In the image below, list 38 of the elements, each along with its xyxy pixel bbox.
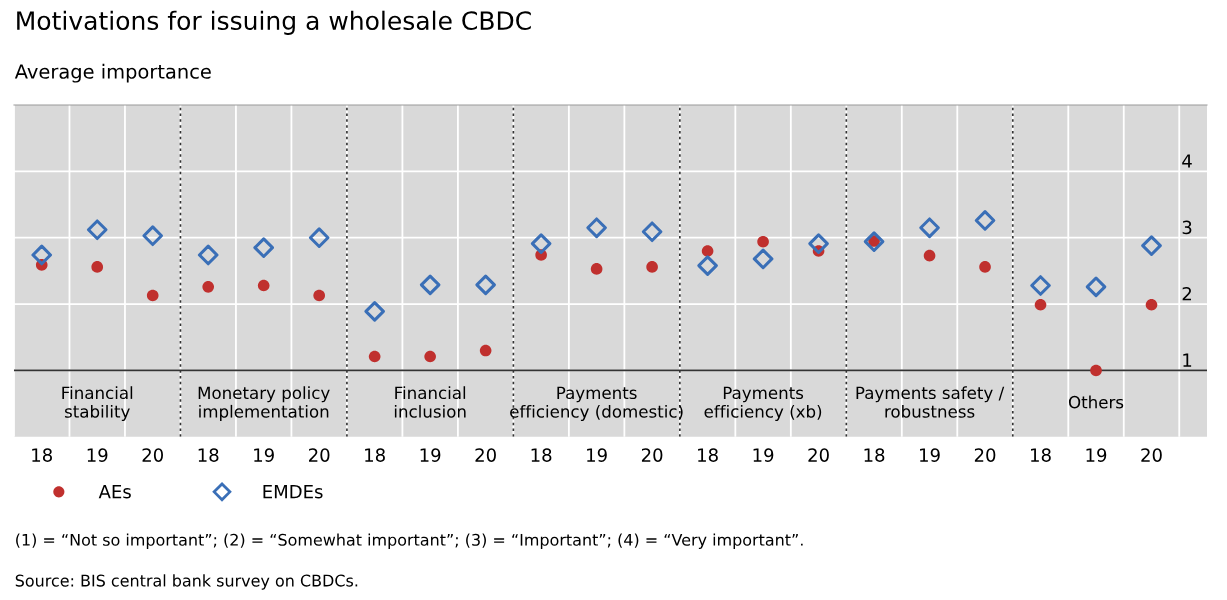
x-tick-label: 20 — [1141, 448, 1162, 462]
x-tick-label: 20 — [974, 448, 996, 462]
x-tick-label: 19 — [87, 448, 108, 462]
y-tick-label: 2 — [1182, 286, 1191, 301]
x-tick-label: 20 — [309, 448, 330, 462]
annotation: Payments safety / robustness — [856, 386, 1005, 418]
chart-title: Motivations for issuing a wholesale CBDC — [17, 10, 531, 35]
x-tick-label: 20 — [475, 448, 496, 462]
x-tick-label: 19 — [254, 448, 274, 462]
x-tick-label: 18 — [531, 448, 552, 462]
x-tick-label: 18 — [698, 448, 718, 462]
x-tick-label: 19 — [587, 448, 607, 462]
annotation: Payments efficiency (xb) — [704, 386, 822, 422]
text: (1) = “Not so important”; (2) = “Somewhat important”; (3) = “Important”; (4) = “Very important”. — [16, 533, 803, 549]
x-tick-label: 18 — [365, 448, 385, 462]
annotation: Payments efficiency (domestic) — [510, 386, 683, 422]
annotation: Others — [1068, 395, 1124, 409]
x-tick-label: 19 — [753, 448, 774, 462]
y-tick-label: 1 — [1183, 353, 1192, 367]
x-tick-label: 20 — [808, 448, 829, 462]
x-tick-label: 20 — [142, 448, 163, 462]
chart-subtitle: Average importance — [14, 63, 211, 83]
x-tick-label: 19 — [920, 448, 940, 462]
x-tick-label: 18 — [864, 448, 885, 462]
x-tick-label: 20 — [641, 448, 663, 462]
source-note: Source: BIS central bank survey on CBDCs. — [15, 574, 358, 590]
y-tick-label: 4 — [1182, 154, 1192, 168]
y-tick-label: 3 — [1182, 220, 1192, 235]
x-tick-label: 18 — [198, 448, 219, 462]
x-tick-label: 18 — [1031, 448, 1051, 462]
x-tick-label: 19 — [420, 448, 441, 462]
x-tick-label: 19 — [1086, 448, 1107, 462]
annotation: Financial stability — [62, 386, 133, 422]
legend-label: EMDEs — [263, 485, 323, 499]
annotation: Monetary policy implementation — [198, 386, 330, 422]
annotation: Financial inclusion — [394, 386, 466, 418]
x-tick-label: 18 — [32, 448, 52, 462]
legend-label: AEs — [98, 485, 131, 499]
